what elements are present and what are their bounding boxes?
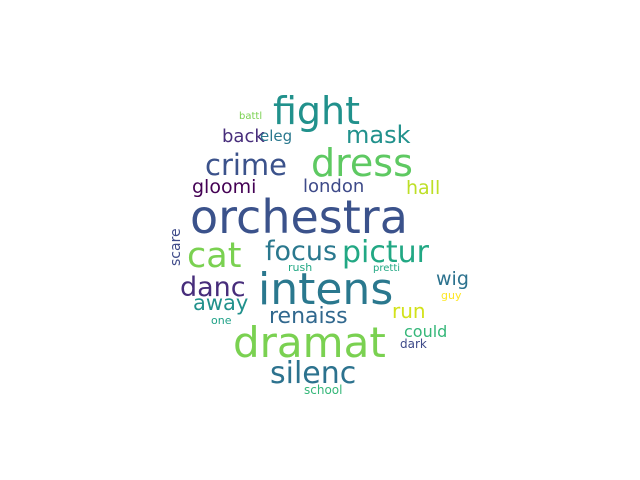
word-london: london: [303, 176, 364, 197]
word-pictur: pictur: [342, 235, 430, 270]
word-run: run: [392, 299, 426, 323]
word-scare: scare: [168, 228, 184, 266]
word-dress: dress: [311, 141, 413, 185]
word-mask: mask: [346, 121, 411, 149]
word-pretti: pretti: [373, 263, 400, 274]
word-fight: fight: [273, 89, 360, 133]
word-away: away: [193, 291, 248, 315]
word-could: could: [404, 322, 447, 341]
word-battl: battl: [239, 111, 262, 122]
word-cat: cat: [187, 236, 241, 276]
word-orchestra: orchestra: [190, 190, 408, 244]
word-hall: hall: [406, 177, 440, 199]
word-gloomi: gloomi: [192, 176, 256, 198]
word-silenc: silenc: [270, 356, 356, 391]
word-danc: danc: [180, 272, 246, 303]
word-renaiss: renaiss: [269, 304, 348, 329]
word-back: back: [222, 126, 265, 147]
word-wig: wig: [436, 268, 469, 290]
word-one: one: [211, 314, 232, 327]
word-dramat: dramat: [233, 318, 386, 367]
word-crime: crime: [205, 148, 287, 182]
word-school: school: [304, 383, 342, 397]
word-eleg: eleg: [260, 127, 292, 145]
word-intens: intens: [258, 264, 393, 315]
word-focus: focus: [265, 236, 337, 267]
word-rush: rush: [288, 261, 312, 274]
word-guy: guy: [441, 289, 462, 302]
word-dark: dark: [400, 337, 427, 351]
